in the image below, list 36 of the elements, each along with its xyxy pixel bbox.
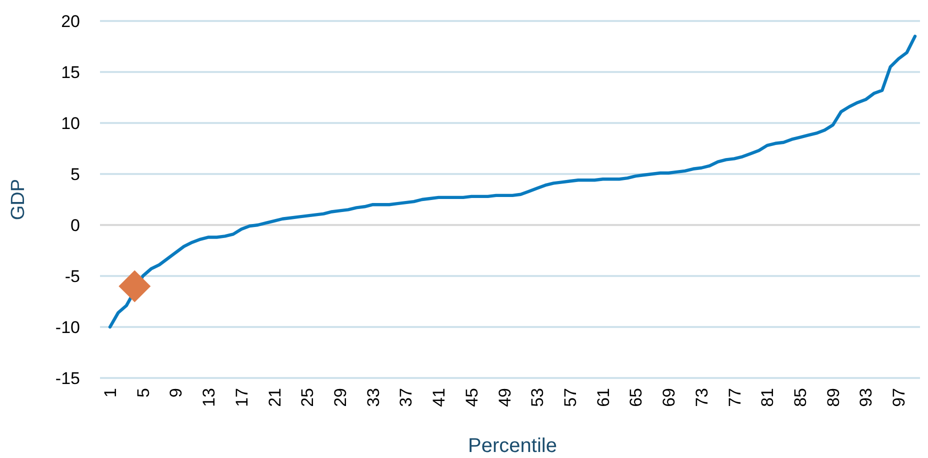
x-tick-label: 73 xyxy=(692,388,712,407)
x-tick-label: 41 xyxy=(430,388,449,407)
x-tick-label: 1 xyxy=(101,388,120,398)
y-tick-label: -5 xyxy=(64,266,80,286)
x-tick-label: 93 xyxy=(856,388,876,407)
x-tick-label: 9 xyxy=(166,388,186,398)
x-tick-label: 53 xyxy=(528,388,548,407)
y-tick-label: -15 xyxy=(55,368,80,388)
x-axis-title: Percentile xyxy=(468,435,557,457)
y-tick-label: 10 xyxy=(61,114,80,133)
x-tick-label: 69 xyxy=(660,388,679,407)
x-tick-label: 45 xyxy=(462,388,482,407)
x-tick-label: 29 xyxy=(331,388,350,407)
x-tick-label: 85 xyxy=(791,388,810,407)
x-tick-label: 25 xyxy=(298,388,318,407)
y-tick-label: 0 xyxy=(70,216,80,235)
x-tick-label: 21 xyxy=(265,388,284,407)
x-tick-label: 33 xyxy=(364,388,383,407)
x-tick-label: 97 xyxy=(890,388,909,407)
y-tick-label: -10 xyxy=(55,318,80,337)
y-tick-label: 5 xyxy=(70,164,80,184)
y-tick-label: 20 xyxy=(61,12,80,31)
x-tick-label: 17 xyxy=(232,388,252,407)
x-tick-label: 81 xyxy=(758,388,778,407)
x-tick-label: 89 xyxy=(824,388,843,407)
x-tick-label: 77 xyxy=(725,388,744,407)
x-tick-label: 61 xyxy=(594,388,613,407)
x-tick-label: 57 xyxy=(561,388,580,407)
x-tick-label: 5 xyxy=(134,388,153,398)
x-tick-label: 13 xyxy=(200,388,219,407)
x-tick-label: 49 xyxy=(495,388,514,407)
x-tick-label: 37 xyxy=(396,388,416,407)
line-series xyxy=(108,34,917,329)
y-tick-label: 15 xyxy=(61,62,80,82)
x-tick-label: 65 xyxy=(626,388,646,407)
y-axis-title: GDP xyxy=(8,178,29,220)
